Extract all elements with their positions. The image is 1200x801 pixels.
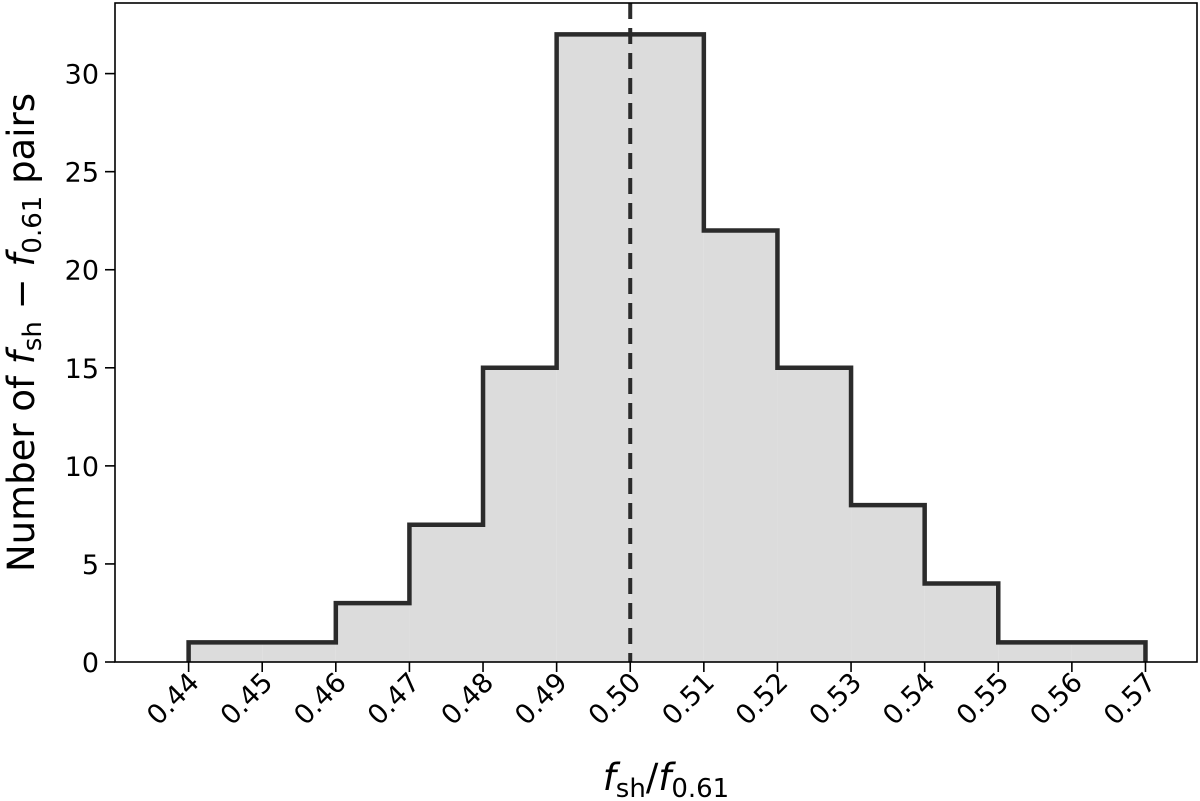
x-title-sub1: sh: [616, 774, 646, 801]
y-tick-label: 30: [65, 60, 99, 91]
histogram-bar: [335, 603, 410, 662]
plot-frame: [114, 2, 1198, 663]
y-title-pre: Number of: [0, 364, 43, 572]
y-title-sub1: sh: [18, 321, 48, 351]
histogram-bar: [777, 367, 852, 662]
y-title-dash: −: [0, 267, 43, 322]
y-tick-label: 10: [65, 452, 99, 483]
y-axis-title: Number of fsh − f0.61 pairs: [0, 93, 48, 572]
histogram-bar: [483, 367, 557, 662]
y-tick-label: 5: [82, 550, 99, 581]
histogram-bar: [556, 34, 631, 662]
y-axis-ticks: 0 5 10 15 20 25 30: [65, 60, 115, 679]
histogram-bar: [188, 642, 263, 662]
histogram-bar: [262, 642, 336, 662]
histogram-bars: [186, 32, 1148, 662]
histogram-bar: [630, 34, 704, 662]
y-tick-label: 25: [65, 158, 99, 189]
x-axis-title: fsh/f0.61: [603, 756, 729, 801]
histogram-bar: [409, 524, 484, 662]
x-title-slash: /: [646, 756, 659, 799]
x-title-sub2: 0.61: [671, 774, 729, 801]
histogram-outline: [186, 32, 1148, 662]
histogram-bar: [998, 642, 1072, 662]
y-title-sub2: 0.61: [18, 196, 48, 254]
histogram-bar: [703, 230, 778, 662]
histogram-bar: [924, 583, 999, 662]
histogram-bar: [1071, 642, 1146, 662]
y-tick-label: 0: [82, 648, 99, 679]
y-title-post: pairs: [0, 93, 43, 196]
y-tick-label: 15: [65, 354, 99, 385]
histogram-bar: [851, 505, 925, 662]
y-tick-label: 20: [65, 256, 99, 287]
